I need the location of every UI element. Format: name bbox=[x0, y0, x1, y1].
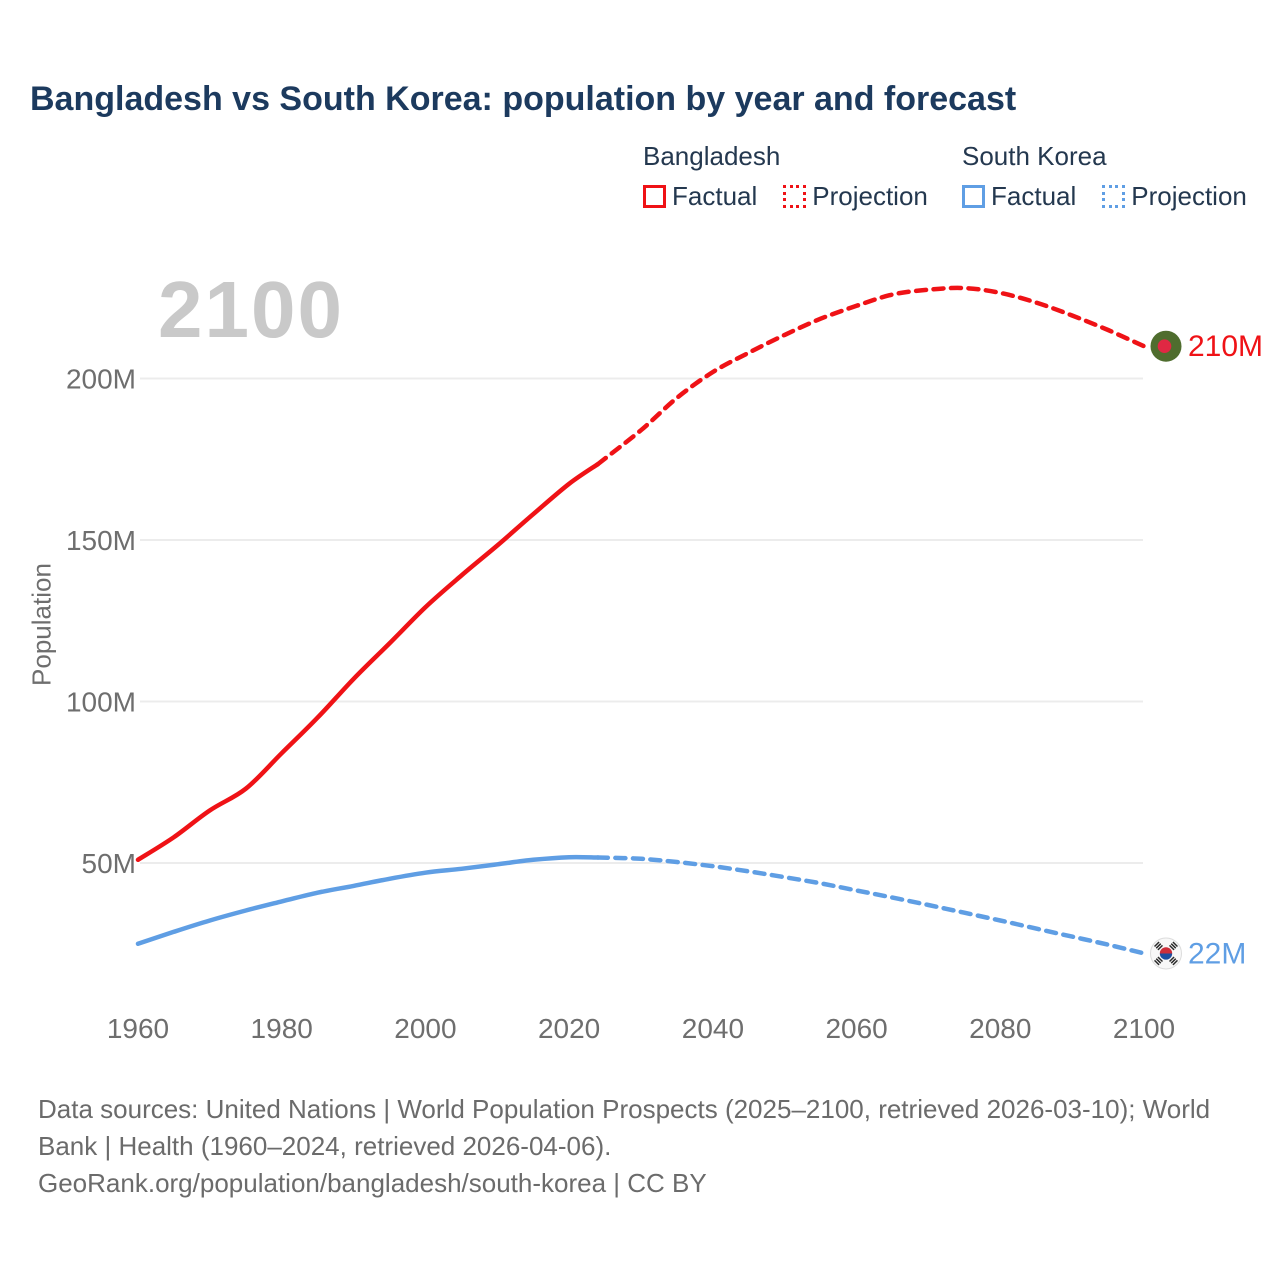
page-title: Bangladesh vs South Korea: population by… bbox=[30, 80, 1017, 118]
y-tick-label: 150M bbox=[66, 525, 136, 556]
bangladesh-end-value-label: 210M bbox=[1188, 330, 1263, 363]
y-tick-label: 200M bbox=[66, 364, 136, 395]
dotted-line-swatch-icon bbox=[783, 185, 807, 208]
x-tick-label: 2040 bbox=[682, 1013, 744, 1044]
footer: Data sources: United Nations | World Pop… bbox=[38, 1091, 1210, 1202]
data-sources-line: Data sources: United Nations | World Pop… bbox=[38, 1094, 1211, 1124]
legend-item-south-korea-factual: Factual bbox=[962, 181, 1076, 212]
x-tick-label: 2100 bbox=[1113, 1013, 1175, 1044]
year-watermark: 2100 bbox=[158, 265, 344, 354]
x-tick-label: 1960 bbox=[107, 1013, 169, 1044]
legend-item-bangladesh-projection: Projection bbox=[783, 181, 928, 212]
legend-item-label: Factual bbox=[991, 181, 1077, 211]
bangladesh-flag-icon bbox=[1150, 330, 1182, 362]
legend-group-bangladesh: Bangladesh Factual Projection bbox=[643, 141, 948, 212]
south-korea-flag-icon bbox=[1150, 937, 1182, 970]
legend-item-south-korea-projection: Projection bbox=[1102, 181, 1247, 212]
bangladesh-factual-line bbox=[135, 461, 601, 863]
legend-item-label: Factual bbox=[672, 181, 758, 211]
solid-line-swatch-icon bbox=[962, 185, 985, 208]
y-tick-label: 50M bbox=[82, 848, 136, 879]
legend-item-bangladesh-factual: Factual bbox=[643, 181, 757, 212]
solid-line-swatch-icon bbox=[643, 185, 666, 208]
legend-group-title: Bangladesh bbox=[643, 141, 781, 171]
x-tick-label: 2060 bbox=[825, 1013, 887, 1044]
legend-group-title: South Korea bbox=[962, 141, 1107, 171]
dotted-line-swatch-icon bbox=[1102, 185, 1126, 208]
y-tick-label: 100M bbox=[66, 687, 136, 718]
legend-item-label: Projection bbox=[812, 181, 928, 211]
x-tick-label: 2020 bbox=[538, 1013, 600, 1044]
x-tick-label: 2000 bbox=[394, 1013, 456, 1044]
x-tick-label: 1980 bbox=[251, 1013, 313, 1044]
data-sources-line: Bank | Health (1960–2024, retrieved 2026… bbox=[38, 1131, 612, 1161]
bangladesh-projection-line bbox=[595, 285, 1147, 467]
south-korea-factual-line bbox=[135, 854, 601, 947]
attribution-line: GeoRank.org/population/bangladesh/south-… bbox=[38, 1168, 707, 1198]
south-korea-projection-line bbox=[595, 855, 1147, 956]
legend-group-south-korea: South Korea Factual Projection bbox=[962, 141, 1267, 212]
south-korea-end-value-label: 22M bbox=[1188, 937, 1246, 970]
x-tick-label: 2080 bbox=[969, 1013, 1031, 1044]
legend-item-label: Projection bbox=[1131, 181, 1247, 211]
